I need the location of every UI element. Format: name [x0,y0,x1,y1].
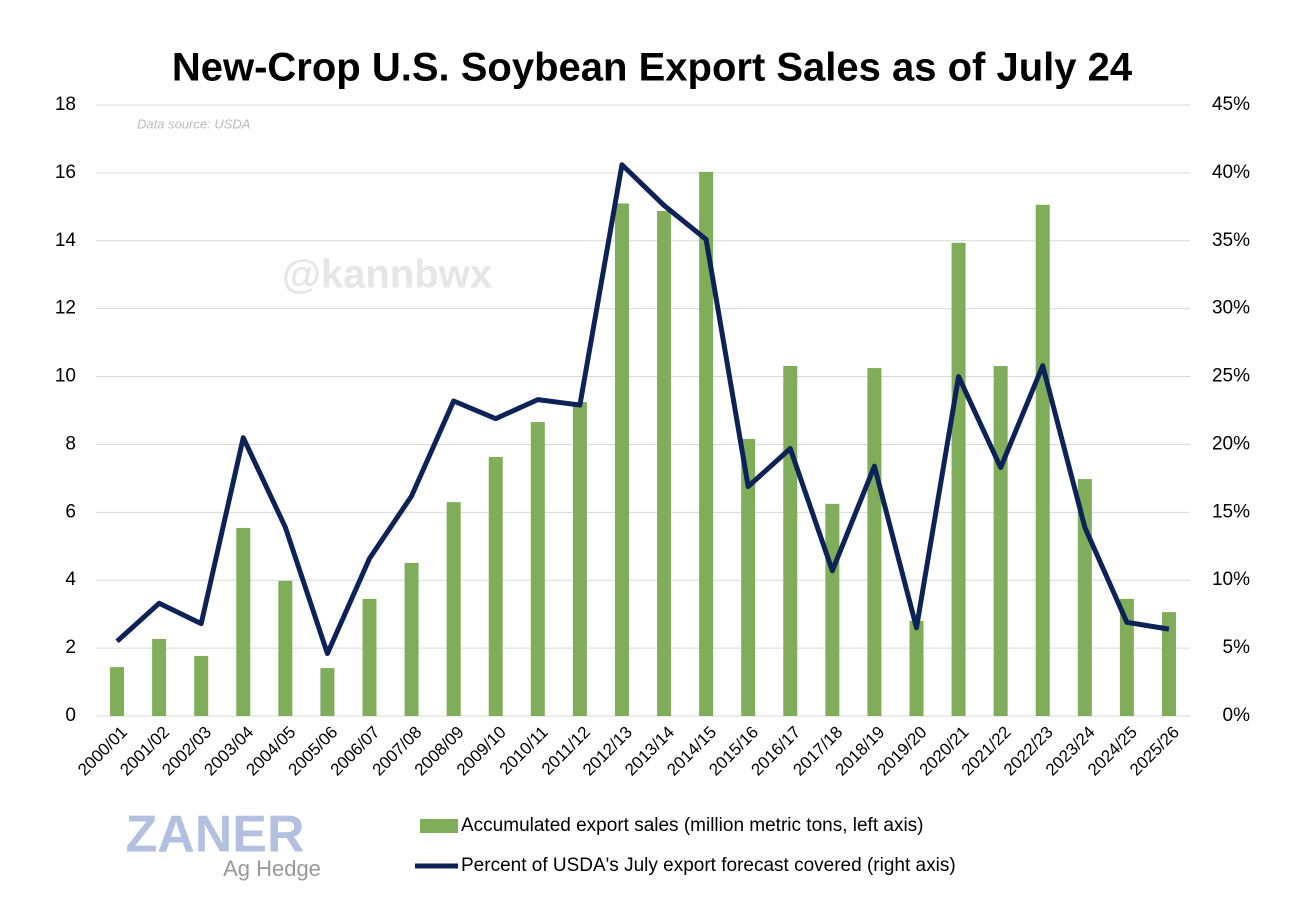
y2-tick-label: 25% [1212,366,1250,387]
y-tick-label: 4 [65,569,76,590]
y2-tick-label: 45% [1212,94,1250,115]
bar [951,242,966,716]
y-tick-label: 2 [65,637,76,658]
bar [572,402,587,716]
bar [488,457,503,716]
bar [152,638,167,716]
bar [741,439,756,716]
bar [110,667,125,716]
bar [867,368,882,716]
line [115,162,1170,657]
bar [783,366,798,716]
bar [278,580,293,716]
watermark: @kannbwx [282,253,492,297]
bar [657,210,672,716]
y-tick-label: 14 [55,230,77,251]
legend-swatch [420,819,458,833]
y2-tick-label: 5% [1223,637,1251,658]
chart-title: New-Crop U.S. Soybean Export Sales as of… [172,46,1133,90]
logo: ZANER [125,806,304,864]
y2-tick-label: 40% [1212,162,1250,183]
y-tick-label: 18 [55,94,76,115]
bar [404,562,419,716]
y2-tick-label: 35% [1212,230,1250,251]
bar [909,620,924,716]
bar [1161,612,1176,716]
logo-subtitle: Ag Hedge [223,856,321,881]
y2-tick-label: 20% [1212,433,1250,454]
bar [1035,204,1050,716]
bar [699,171,714,717]
y2-tick-label: 15% [1212,501,1250,522]
bar [1119,598,1134,716]
bar [614,203,629,716]
y2-tick-label: 30% [1212,298,1250,319]
bar [236,527,251,716]
bar [530,422,545,716]
legend-label: Percent of USDA's July export forecast c… [461,855,956,876]
y-tick-label: 8 [65,433,76,454]
bar [993,366,1008,716]
y-tick-label: 16 [55,162,76,183]
y-tick-label: 6 [65,501,76,522]
bar [825,503,840,716]
bar [194,655,209,716]
bar [446,502,461,716]
y-tick-label: 0 [65,705,76,726]
legend-label: Accumulated export sales (million metric… [461,815,924,836]
bar [362,598,377,716]
y-tick-label: 12 [55,298,76,319]
source-note: Data source: USDA [137,116,250,131]
y-tick-label: 10 [55,366,76,387]
bar [320,668,335,716]
y2-tick-label: 10% [1212,569,1250,590]
y2-tick-label: 0% [1223,705,1251,726]
